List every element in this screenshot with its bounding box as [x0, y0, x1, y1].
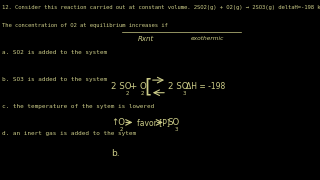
Text: 2: 2 — [125, 91, 129, 96]
Text: a. SO2 is added to the system: a. SO2 is added to the system — [3, 50, 108, 55]
Text: 2: 2 — [141, 91, 144, 96]
Text: ↑O: ↑O — [111, 118, 125, 127]
Text: The concentration of O2 at equilibrium increases if: The concentration of O2 at equilibrium i… — [3, 23, 168, 28]
Text: c. the temperature of the sytem is lowered: c. the temperature of the sytem is lower… — [3, 104, 155, 109]
Text: exothermic: exothermic — [190, 36, 224, 41]
Text: + O: + O — [130, 82, 147, 91]
Text: ΔH = -198: ΔH = -198 — [186, 82, 225, 91]
Text: 12. Consider this reaction carried out at constant volume. 2SO2(g) + O2(g) → 2SO: 12. Consider this reaction carried out a… — [3, 5, 320, 10]
Text: 2 SO: 2 SO — [168, 82, 189, 91]
Text: b. SO3 is added to the system: b. SO3 is added to the system — [3, 77, 108, 82]
Text: b.: b. — [111, 148, 120, 158]
Text: SO: SO — [167, 118, 179, 127]
Text: 2: 2 — [119, 127, 123, 132]
Text: favor [P]: favor [P] — [137, 118, 169, 127]
Text: 3: 3 — [182, 91, 186, 96]
Text: d. an inert gas is added to the sytem: d. an inert gas is added to the sytem — [3, 131, 137, 136]
Text: 2 SO: 2 SO — [111, 82, 132, 91]
Text: [: [ — [144, 77, 152, 96]
Text: Rxnt: Rxnt — [138, 36, 154, 42]
Text: 3: 3 — [175, 127, 179, 132]
